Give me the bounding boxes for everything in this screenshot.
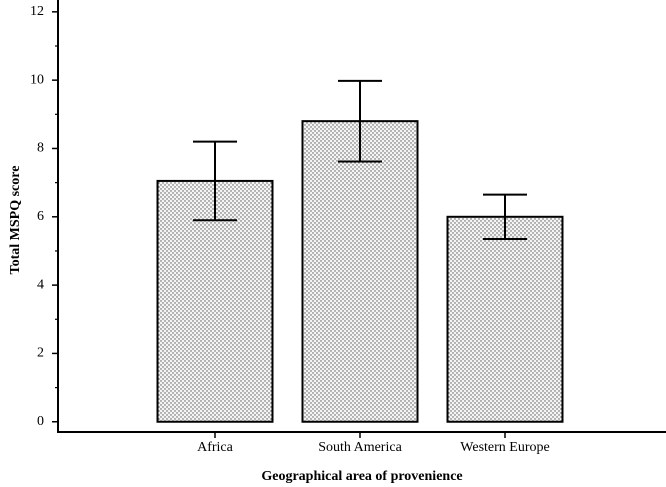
y-tick-label: 2 (37, 346, 44, 361)
x-tick-label: Africa (197, 440, 234, 455)
bar (446, 215, 564, 423)
y-tick-label: 0 (37, 414, 44, 429)
x-tick-label: Western Europe (460, 440, 549, 455)
x-axis-label: Geographical area of provenience (261, 469, 462, 484)
bar (156, 179, 274, 423)
y-tick-label: 4 (37, 277, 44, 292)
y-tick-label: 12 (30, 4, 44, 19)
y-tick-label: 8 (37, 141, 44, 156)
y-tick-label: 10 (30, 72, 44, 87)
y-tick-label: 6 (37, 209, 44, 224)
bar (301, 120, 419, 423)
y-axis-label: Total MSPQ score (8, 166, 23, 275)
x-tick-label: South America (318, 440, 402, 455)
